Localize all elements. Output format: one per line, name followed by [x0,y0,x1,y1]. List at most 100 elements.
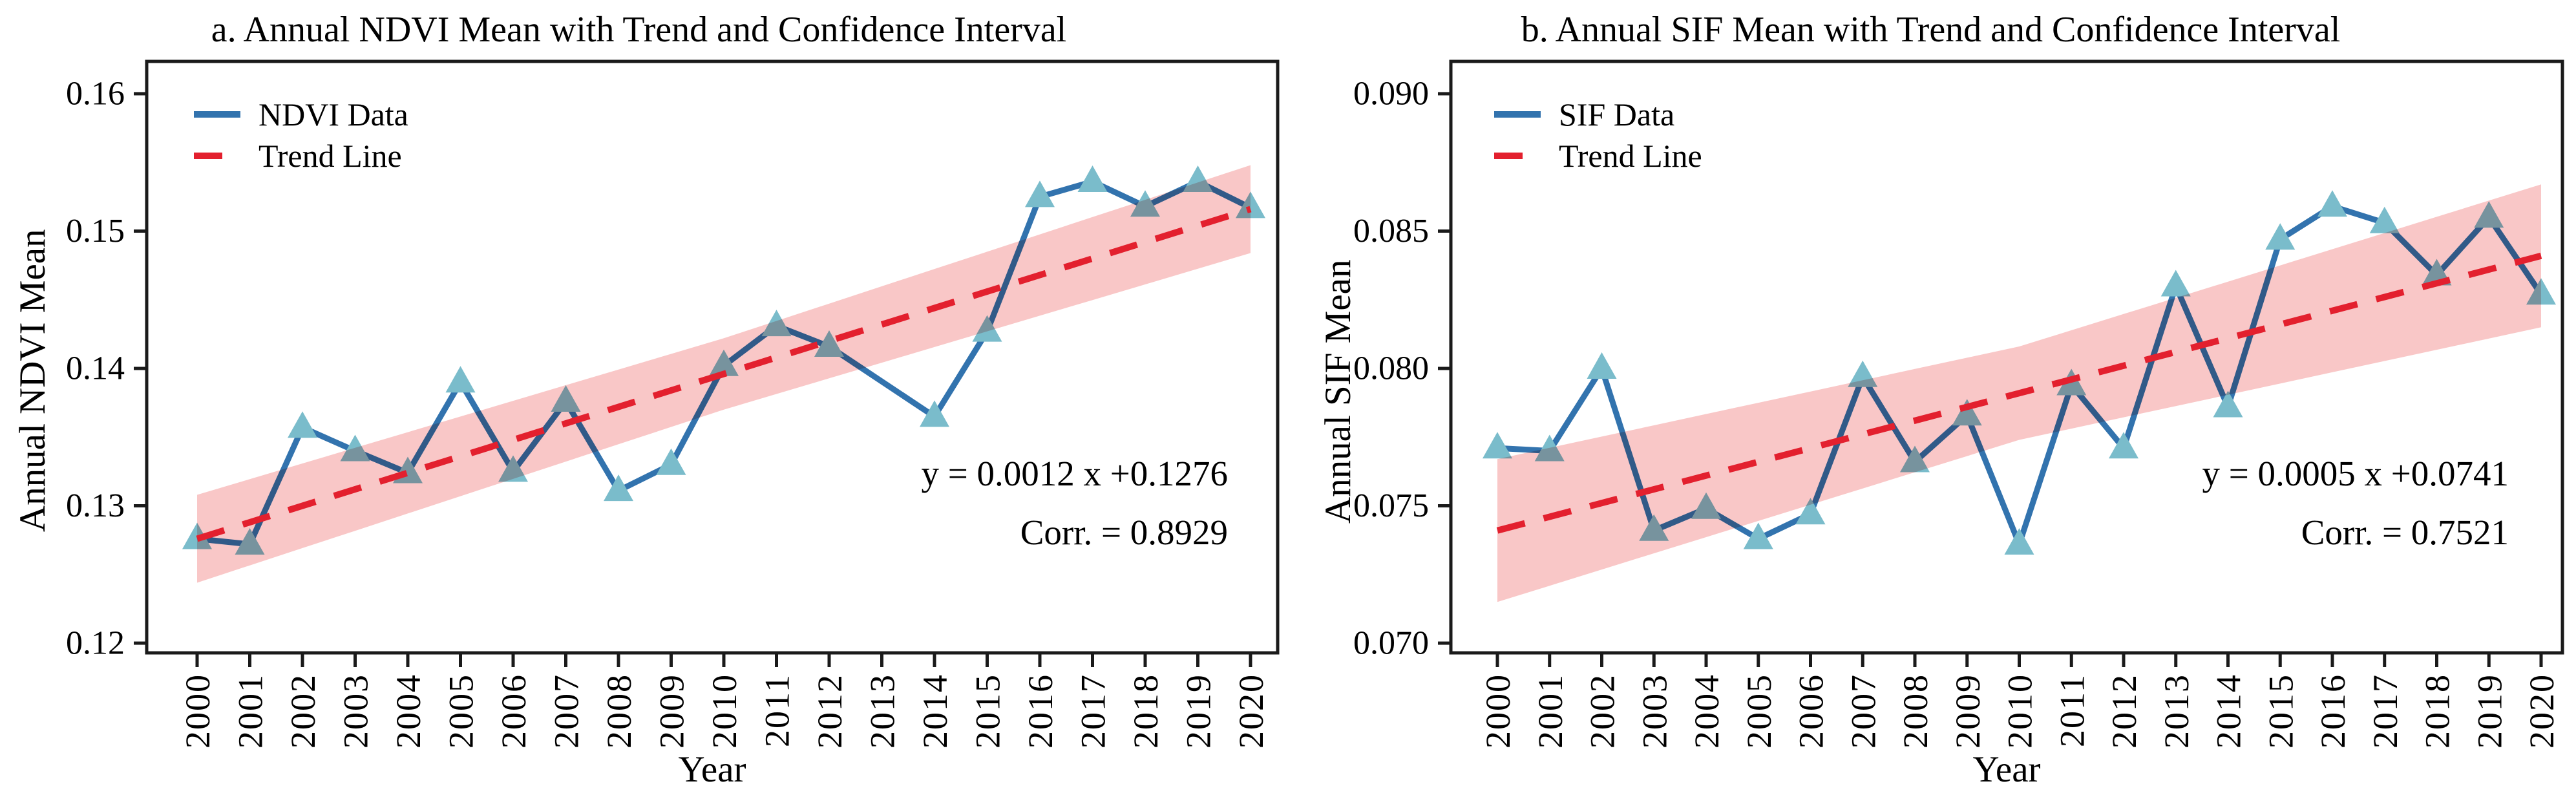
x-tick-label-year: 2011 [2053,674,2091,747]
data-marker-triangle [235,528,265,555]
data-marker-triangle [1743,522,1773,549]
x-tick-label-year: 2014 [2210,674,2248,749]
x-tick-label-year: 2019 [1179,674,1218,749]
data-marker-triangle [1900,445,1930,473]
x-tick-label-year: 2009 [1948,674,1987,749]
data-marker-triangle [1691,492,1721,519]
x-tick-label-year: 2018 [2418,674,2457,749]
x-tick-label-year: 2002 [284,674,322,749]
data-marker-triangle [1077,165,1108,192]
x-tick-label-year: 2005 [1740,674,1779,749]
trend-line [196,206,1252,542]
x-tick-label-year: 2000 [178,674,217,749]
x-tick-label-year: 2015 [2261,674,2300,749]
chart-a-ylabel: Annual NDVI Mean [12,229,53,532]
data-marker-triangle [656,448,686,475]
chart-b-annotation: y = 0.0005 x +0.0741 Corr. = 0.7521 [2202,445,2509,562]
legend-item-ndvi-data: NDVI Data [194,96,408,133]
data-marker-triangle [972,315,1002,342]
x-tick-label-year: 2012 [810,674,849,749]
legend-item-trend-line: Trend Line [194,138,408,174]
x-tick-label-year: 2001 [231,674,270,749]
data-marker-triangle [1025,180,1055,207]
ndvi-line-sample [194,111,240,118]
data-series-group [1483,190,2556,555]
correlation-value: Corr. = 0.8929 [1020,512,1228,552]
data-marker-triangle [709,349,739,376]
chart-b-ylabel: Annual SIF Mean [1318,259,1358,524]
data-marker-triangle [551,385,581,412]
sif-line-sample [1494,111,1541,118]
data-marker-triangle [1236,191,1265,218]
data-marker-triangle [604,474,633,502]
x-tick-label-year: 2016 [1021,674,1060,749]
y-tick-label: 0.075 [1353,487,1429,524]
data-marker-triangle [2213,390,2243,418]
legend-label: SIF Data [1559,96,1675,133]
data-marker-triangle [1639,514,1669,541]
y-tick-label: 0.090 [1353,76,1429,112]
trend-equation: y = 0.0012 x +0.1276 [921,454,1228,493]
x-tick-label-year: 2008 [1896,674,1935,749]
plot-border [1449,59,2564,655]
plot-border [145,59,1280,655]
x-tick-label-year: 2020 [2522,674,2561,749]
y-tick-label: 0.14 [66,350,125,387]
chart-a-title: a. Annual NDVI Mean with Trend and Confi… [211,10,1067,50]
x-tick-label-year: 2019 [2470,674,2509,749]
y-tick-label: 0.12 [66,625,125,662]
y-axis-ticks: 0.090 0.085 0.080 0.075 0.070 [1353,76,1451,662]
y-tick-label: 0.080 [1353,350,1429,387]
x-tick-label-year: 2000 [1479,674,1517,749]
x-tick-label-year: 2006 [494,674,533,749]
legend-item-sif-data: SIF Data [1494,96,1702,133]
data-marker-triangle [1795,498,1826,525]
x-tick-label-year: 2013 [2157,674,2196,749]
x-tick-label-year: 2011 [758,674,797,747]
data-marker-triangle [1183,165,1213,192]
x-tick-label-year: 2007 [547,674,586,749]
trend-line [1496,252,2542,534]
x-tick-label-year: 2003 [1635,674,1674,749]
data-marker-triangle [1534,434,1565,462]
legend-label: NDVI Data [259,96,408,133]
data-marker-triangle [920,400,949,427]
x-tick-label-year: 2010 [2001,674,2040,749]
data-marker-triangle [761,310,792,337]
x-tick-label-year: 2007 [1844,674,1883,749]
x-tick-label-year: 2020 [1232,674,1271,749]
chart-b-legend: SIF Data Trend Line [1494,96,1702,174]
data-marker-triangle [288,411,317,438]
y-tick-label: 0.15 [66,213,125,250]
x-tick-label-year: 2013 [863,674,902,749]
x-axis-ticks: 2000 2001 2002 2003 2004 2005 2006 2007 2008 2009… [178,653,1271,749]
x-tick-label-year: 2005 [442,674,481,749]
data-marker-triangle [1848,360,1878,387]
data-marker-triangle [2526,278,2556,305]
data-series-group [182,165,1265,555]
data-marker-triangle [340,434,370,462]
panel-a: 0.16 0.15 0.14 0.13 0.12 2000 2001 2002 2003 2004… [66,59,1280,749]
x-tick-label-year: 2008 [600,674,639,749]
x-tick-label-year: 2006 [1792,674,1831,749]
chart-b-xlabel: Year [1972,749,2041,790]
data-marker-triangle [1587,352,1617,379]
trend-line-sample [194,153,222,159]
legend-label: Trend Line [259,138,402,174]
y-tick-label: 0.070 [1353,625,1429,662]
x-tick-label-year: 2012 [2105,674,2144,749]
data-marker-triangle [2317,190,2347,217]
x-tick-label-year: 2009 [653,674,692,749]
x-tick-label-year: 2014 [916,674,955,749]
data-marker-triangle [2004,528,2034,555]
chart-a-legend: NDVI Data Trend Line [194,96,408,174]
legend-item-trend-line: Trend Line [1494,138,1702,174]
x-tick-label-year: 2004 [1687,674,1726,749]
x-tick-label-year: 2004 [389,674,428,749]
data-marker-triangle [1952,399,1982,426]
data-marker-triangle [498,455,528,482]
y-tick-label: 0.16 [66,76,125,112]
